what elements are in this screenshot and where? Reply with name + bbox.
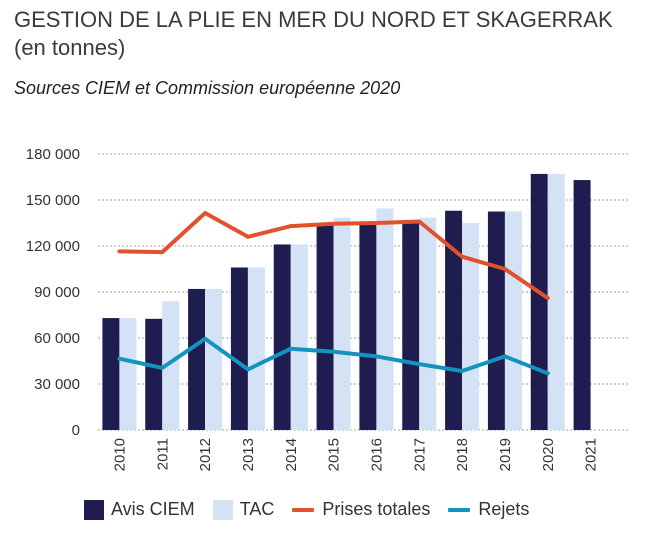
y-tick-label: 90 000 (34, 284, 80, 301)
bar-avis-ciem (359, 223, 377, 430)
x-tick-label: 2016 (368, 438, 385, 471)
bar-tac (247, 267, 265, 430)
x-tick-label: 2011 (154, 438, 171, 470)
bar-avis-ciem (102, 318, 120, 430)
bars (102, 173, 591, 430)
x-tick-label: 2010 (111, 438, 128, 471)
x-tick-label: 2014 (283, 438, 300, 471)
x-tick-label: 2017 (411, 438, 428, 471)
x-tick-label: 2019 (497, 438, 514, 471)
legend-label-tac: TAC (239, 499, 275, 519)
bar-tac (333, 217, 351, 430)
bar-avis-ciem (316, 223, 334, 430)
bar-tac (547, 173, 565, 430)
legend-item-avis: Avis CIEM (84, 499, 195, 520)
bar-avis-ciem (145, 318, 163, 430)
y-tick-label: 30 000 (34, 376, 80, 393)
chart-title: GESTION DE LA PLIE EN MER DU NORD ET SKA… (14, 7, 613, 32)
y-tick-label: 180 000 (26, 146, 80, 163)
x-tick-label: 2021 (583, 438, 600, 471)
bar-tac (205, 288, 223, 430)
chart-subtitle: (en tonnes) (14, 35, 126, 60)
x-tick-label: 2018 (454, 438, 471, 471)
legend-label-rejets: Rejets (478, 499, 530, 519)
y-tick-label: 120 000 (26, 238, 80, 255)
chart-source: Sources CIEM et Commission européenne 20… (14, 78, 401, 98)
bar-avis-ciem (445, 210, 463, 430)
series-lines (117, 211, 550, 376)
legend-label-prises: Prises totales (322, 499, 431, 519)
bar-tac (504, 211, 522, 430)
legend-swatch-rejets (448, 507, 471, 512)
bar-avis-ciem (402, 221, 420, 430)
legend-label-avis: Avis CIEM (111, 499, 195, 519)
x-axis-ticks: 2010 2011 2012 2013 2014 2015 2016 2017 2018 2019… (111, 438, 599, 471)
bar-avis-ciem (573, 180, 591, 430)
bar-tac (162, 301, 180, 430)
x-tick-label: 2012 (197, 438, 214, 471)
x-tick-label: 2020 (540, 438, 557, 471)
legend-item-prises: Prises totales (292, 499, 430, 520)
x-tick-label: 2013 (240, 438, 257, 471)
bar-tac (119, 318, 137, 430)
y-tick-label: 0 (72, 422, 80, 439)
bar-avis-ciem (188, 288, 206, 430)
y-tick-label: 150 000 (26, 192, 80, 209)
legend-item-rejets: Rejets (448, 499, 529, 520)
bar-avis-ciem (273, 244, 291, 430)
legend-swatch-tac (212, 499, 233, 520)
x-tick-label: 2015 (326, 438, 343, 471)
chart-plot: 0 30 000 60 000 90 000 120 000 150 000 180 000… (26, 146, 628, 471)
bar-tac (290, 244, 308, 430)
bar-avis-ciem (230, 267, 248, 430)
bar-tac (419, 217, 437, 430)
bar-avis-ciem (530, 173, 548, 430)
line-rejets (117, 336, 550, 376)
bar-tac (462, 223, 480, 430)
bar-tac (376, 208, 394, 430)
legend: Avis CIEM TAC Prises totales Rejets (84, 499, 547, 520)
legend-swatch-prises (292, 507, 315, 512)
legend-item-tac: TAC (212, 499, 275, 520)
legend-swatch-avis (84, 499, 104, 520)
bar-avis-ciem (487, 211, 505, 430)
y-axis-ticks: 0 30 000 60 000 90 000 120 000 150 000 180 000 (26, 146, 80, 439)
line-prises-totales (117, 211, 550, 301)
y-tick-label: 60 000 (34, 330, 80, 347)
